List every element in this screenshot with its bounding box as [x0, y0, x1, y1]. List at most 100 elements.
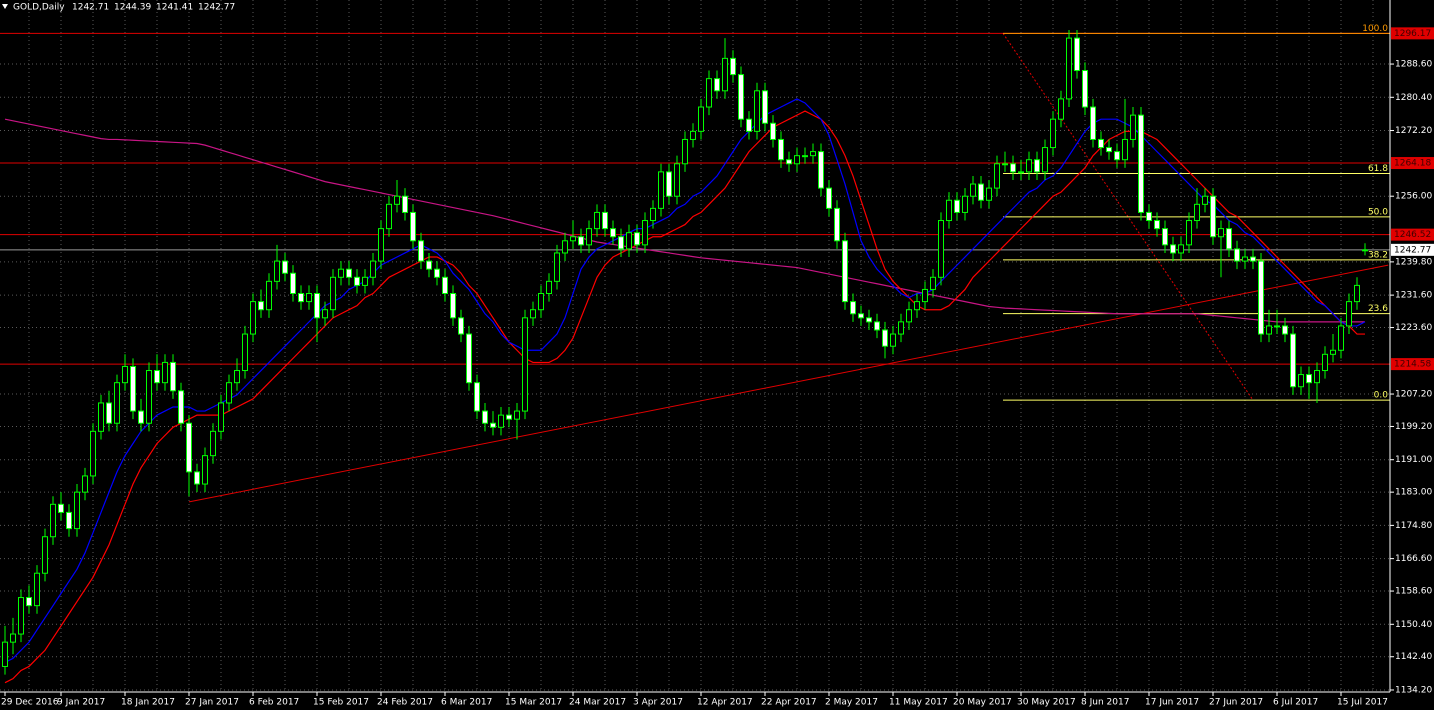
candle-body — [1010, 163, 1016, 173]
y-tick-label: 1272.20 — [1395, 126, 1432, 136]
fibo-label: 23.6 — [1368, 304, 1388, 314]
candle-body — [370, 260, 376, 278]
candle-body — [1186, 220, 1192, 246]
candle-body — [114, 382, 120, 424]
candle-body — [154, 370, 160, 384]
candle-body — [1058, 98, 1064, 120]
candle-body — [330, 276, 336, 311]
candle-body — [610, 228, 616, 238]
x-tick-label: 27 Jun 2017 — [1209, 698, 1263, 708]
fibo-label: 100.0 — [1362, 24, 1388, 34]
candle-body — [362, 276, 368, 286]
moving-average — [4, 118, 1365, 323]
candle-body — [1138, 114, 1144, 213]
candle-body — [458, 317, 464, 335]
candle-body — [194, 471, 200, 485]
candle-body — [1330, 349, 1336, 355]
candle-body — [818, 151, 824, 189]
candle-body — [1258, 260, 1264, 335]
fibo-label: 50.0 — [1368, 207, 1388, 217]
y-tick-label: 1134.20 — [1395, 685, 1432, 695]
candle-body — [82, 475, 88, 493]
candle-body — [1162, 228, 1168, 246]
candle-body — [842, 240, 848, 303]
candle-body — [826, 187, 832, 209]
candle-body — [1322, 353, 1328, 372]
candle-body — [1074, 37, 1080, 72]
x-tick-label: 15 Feb 2017 — [313, 698, 369, 708]
price-box-label: 1296.17 — [1394, 29, 1431, 39]
candle-body — [202, 455, 208, 485]
candle-body — [354, 276, 360, 286]
menu-icon[interactable] — [2, 4, 8, 9]
x-tick-label: 12 Apr 2017 — [697, 698, 753, 708]
candle-body — [138, 410, 144, 424]
candle-body — [1210, 195, 1216, 238]
candle-body — [1266, 325, 1272, 335]
price-box — [1391, 358, 1434, 371]
price-box-label: 1214.58 — [1394, 360, 1431, 370]
candle-body — [674, 163, 680, 197]
candle-body — [178, 390, 184, 424]
candle-body — [954, 199, 960, 213]
candle-body — [2, 641, 8, 667]
x-tick-label: 18 Jan 2017 — [121, 698, 175, 708]
candle-body — [1338, 325, 1344, 351]
y-tick-label: 1256.00 — [1395, 192, 1432, 202]
candle-body — [682, 138, 688, 165]
candle-body — [986, 187, 992, 201]
candle-body — [698, 106, 704, 132]
x-tick-label: 27 Jan 2017 — [185, 698, 239, 708]
header-close: 1242.77 — [198, 3, 235, 13]
candle-body — [506, 414, 512, 420]
candle-body — [74, 491, 80, 530]
candle-body — [514, 410, 520, 420]
candle-body — [642, 220, 648, 246]
fibo-label: 61.8 — [1368, 164, 1388, 174]
candle-body — [1098, 138, 1104, 149]
x-tick-label: 22 Apr 2017 — [761, 698, 817, 708]
y-tick-label: 1174.80 — [1395, 521, 1432, 531]
price-box — [1391, 243, 1434, 256]
candle-body — [402, 195, 408, 213]
candle-body — [522, 317, 528, 412]
candle-body — [906, 309, 912, 323]
candle-body — [234, 370, 240, 384]
y-tick-label: 1239.80 — [1395, 257, 1432, 267]
candle-body — [938, 220, 944, 278]
x-tick-label: 11 May 2017 — [889, 698, 948, 708]
candle-body — [1314, 370, 1320, 384]
candle-body — [1018, 171, 1024, 174]
candle-body — [450, 293, 456, 319]
x-tick-label: 24 Feb 2017 — [377, 698, 433, 708]
y-tick-label: 1191.00 — [1395, 455, 1432, 465]
candle-body — [242, 333, 248, 372]
header-high: 1244.39 — [114, 3, 151, 13]
candle-body — [1146, 211, 1152, 222]
candle-body — [898, 321, 904, 335]
candle-body — [1106, 147, 1112, 153]
candle-body — [914, 301, 920, 311]
x-tick-label: 15 Jul 2017 — [1337, 698, 1388, 708]
candle-body — [554, 252, 560, 282]
x-tick-label: 24 Mar 2017 — [569, 698, 626, 708]
candle-body — [162, 361, 168, 384]
candle-body — [1202, 195, 1208, 205]
candle-body — [1042, 147, 1048, 173]
candle-body — [930, 276, 936, 290]
candle-body — [850, 301, 856, 315]
candle-body — [386, 203, 392, 230]
candle-body — [1218, 228, 1224, 238]
x-tick-label: 2 May 2017 — [825, 698, 878, 708]
y-tick-label: 1158.60 — [1395, 587, 1432, 597]
candle-body — [322, 309, 328, 319]
candle-body — [922, 288, 928, 303]
candle-body — [1346, 301, 1352, 327]
price-box — [1391, 228, 1434, 241]
candle-body — [1154, 220, 1160, 230]
candle-body — [1298, 374, 1304, 388]
candle-body — [602, 211, 608, 230]
candle-body — [1282, 325, 1288, 335]
candle-body — [306, 293, 312, 303]
